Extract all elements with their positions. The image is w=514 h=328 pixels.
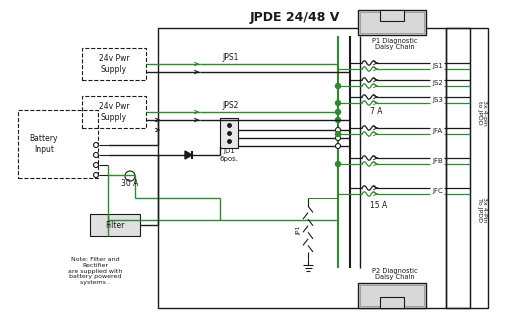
Text: JS1: JS1 — [432, 63, 443, 69]
Circle shape — [336, 144, 340, 149]
Circle shape — [336, 161, 340, 167]
Text: P1 Diagnostic
Daisy Chain: P1 Diagnostic Daisy Chain — [372, 37, 418, 51]
Bar — [358, 10, 426, 35]
Text: 24v Pwr
Supply: 24v Pwr Supply — [99, 102, 130, 122]
Text: 24v Pwr
Supply: 24v Pwr Supply — [99, 54, 130, 74]
Polygon shape — [185, 151, 192, 159]
Circle shape — [336, 132, 340, 136]
Bar — [82, 48, 146, 80]
Bar — [18, 110, 98, 178]
Circle shape — [336, 110, 340, 114]
Circle shape — [336, 100, 340, 106]
Text: Filter: Filter — [105, 220, 125, 230]
Bar — [82, 96, 146, 128]
Text: JPDE 24/48 V: JPDE 24/48 V — [250, 11, 340, 25]
Bar — [360, 12, 424, 33]
Text: JP1: JP1 — [297, 225, 302, 235]
Text: JFB: JFB — [432, 158, 443, 164]
Circle shape — [336, 117, 340, 122]
Text: 3x 4-Pin
To JPDD: 3x 4-Pin To JPDD — [476, 197, 487, 223]
Text: JPS1: JPS1 — [222, 52, 238, 62]
Text: P2 Diagnostic
Daisy Chain: P2 Diagnostic Daisy Chain — [372, 268, 418, 280]
Text: JS3: JS3 — [432, 97, 443, 103]
Bar — [158, 28, 470, 308]
Text: JPS2: JPS2 — [222, 100, 238, 110]
Bar — [90, 214, 140, 236]
Circle shape — [336, 135, 340, 140]
Text: 7 A: 7 A — [370, 108, 382, 116]
Text: Battery
Input: Battery Input — [30, 134, 58, 154]
Text: JFC: JFC — [432, 188, 443, 194]
Text: JS2: JS2 — [432, 80, 443, 86]
Bar — [360, 285, 424, 306]
Bar — [358, 283, 426, 308]
Bar — [380, 10, 404, 21]
Text: JFA: JFA — [432, 128, 442, 134]
Bar — [380, 297, 404, 308]
Text: 3x 4-pin
to JPDD: 3x 4-pin to JPDD — [476, 100, 487, 126]
Circle shape — [336, 128, 340, 133]
Text: 30 A: 30 A — [121, 179, 139, 189]
Circle shape — [336, 84, 340, 89]
Bar — [446, 28, 488, 308]
Text: Note: Filter and
Rectifier
are supplied with
battery powered
systems .: Note: Filter and Rectifier are supplied … — [68, 257, 122, 285]
Text: 15 A: 15 A — [370, 201, 387, 211]
Text: JD1
6pos.: JD1 6pos. — [219, 149, 238, 161]
Bar — [220, 118, 238, 148]
